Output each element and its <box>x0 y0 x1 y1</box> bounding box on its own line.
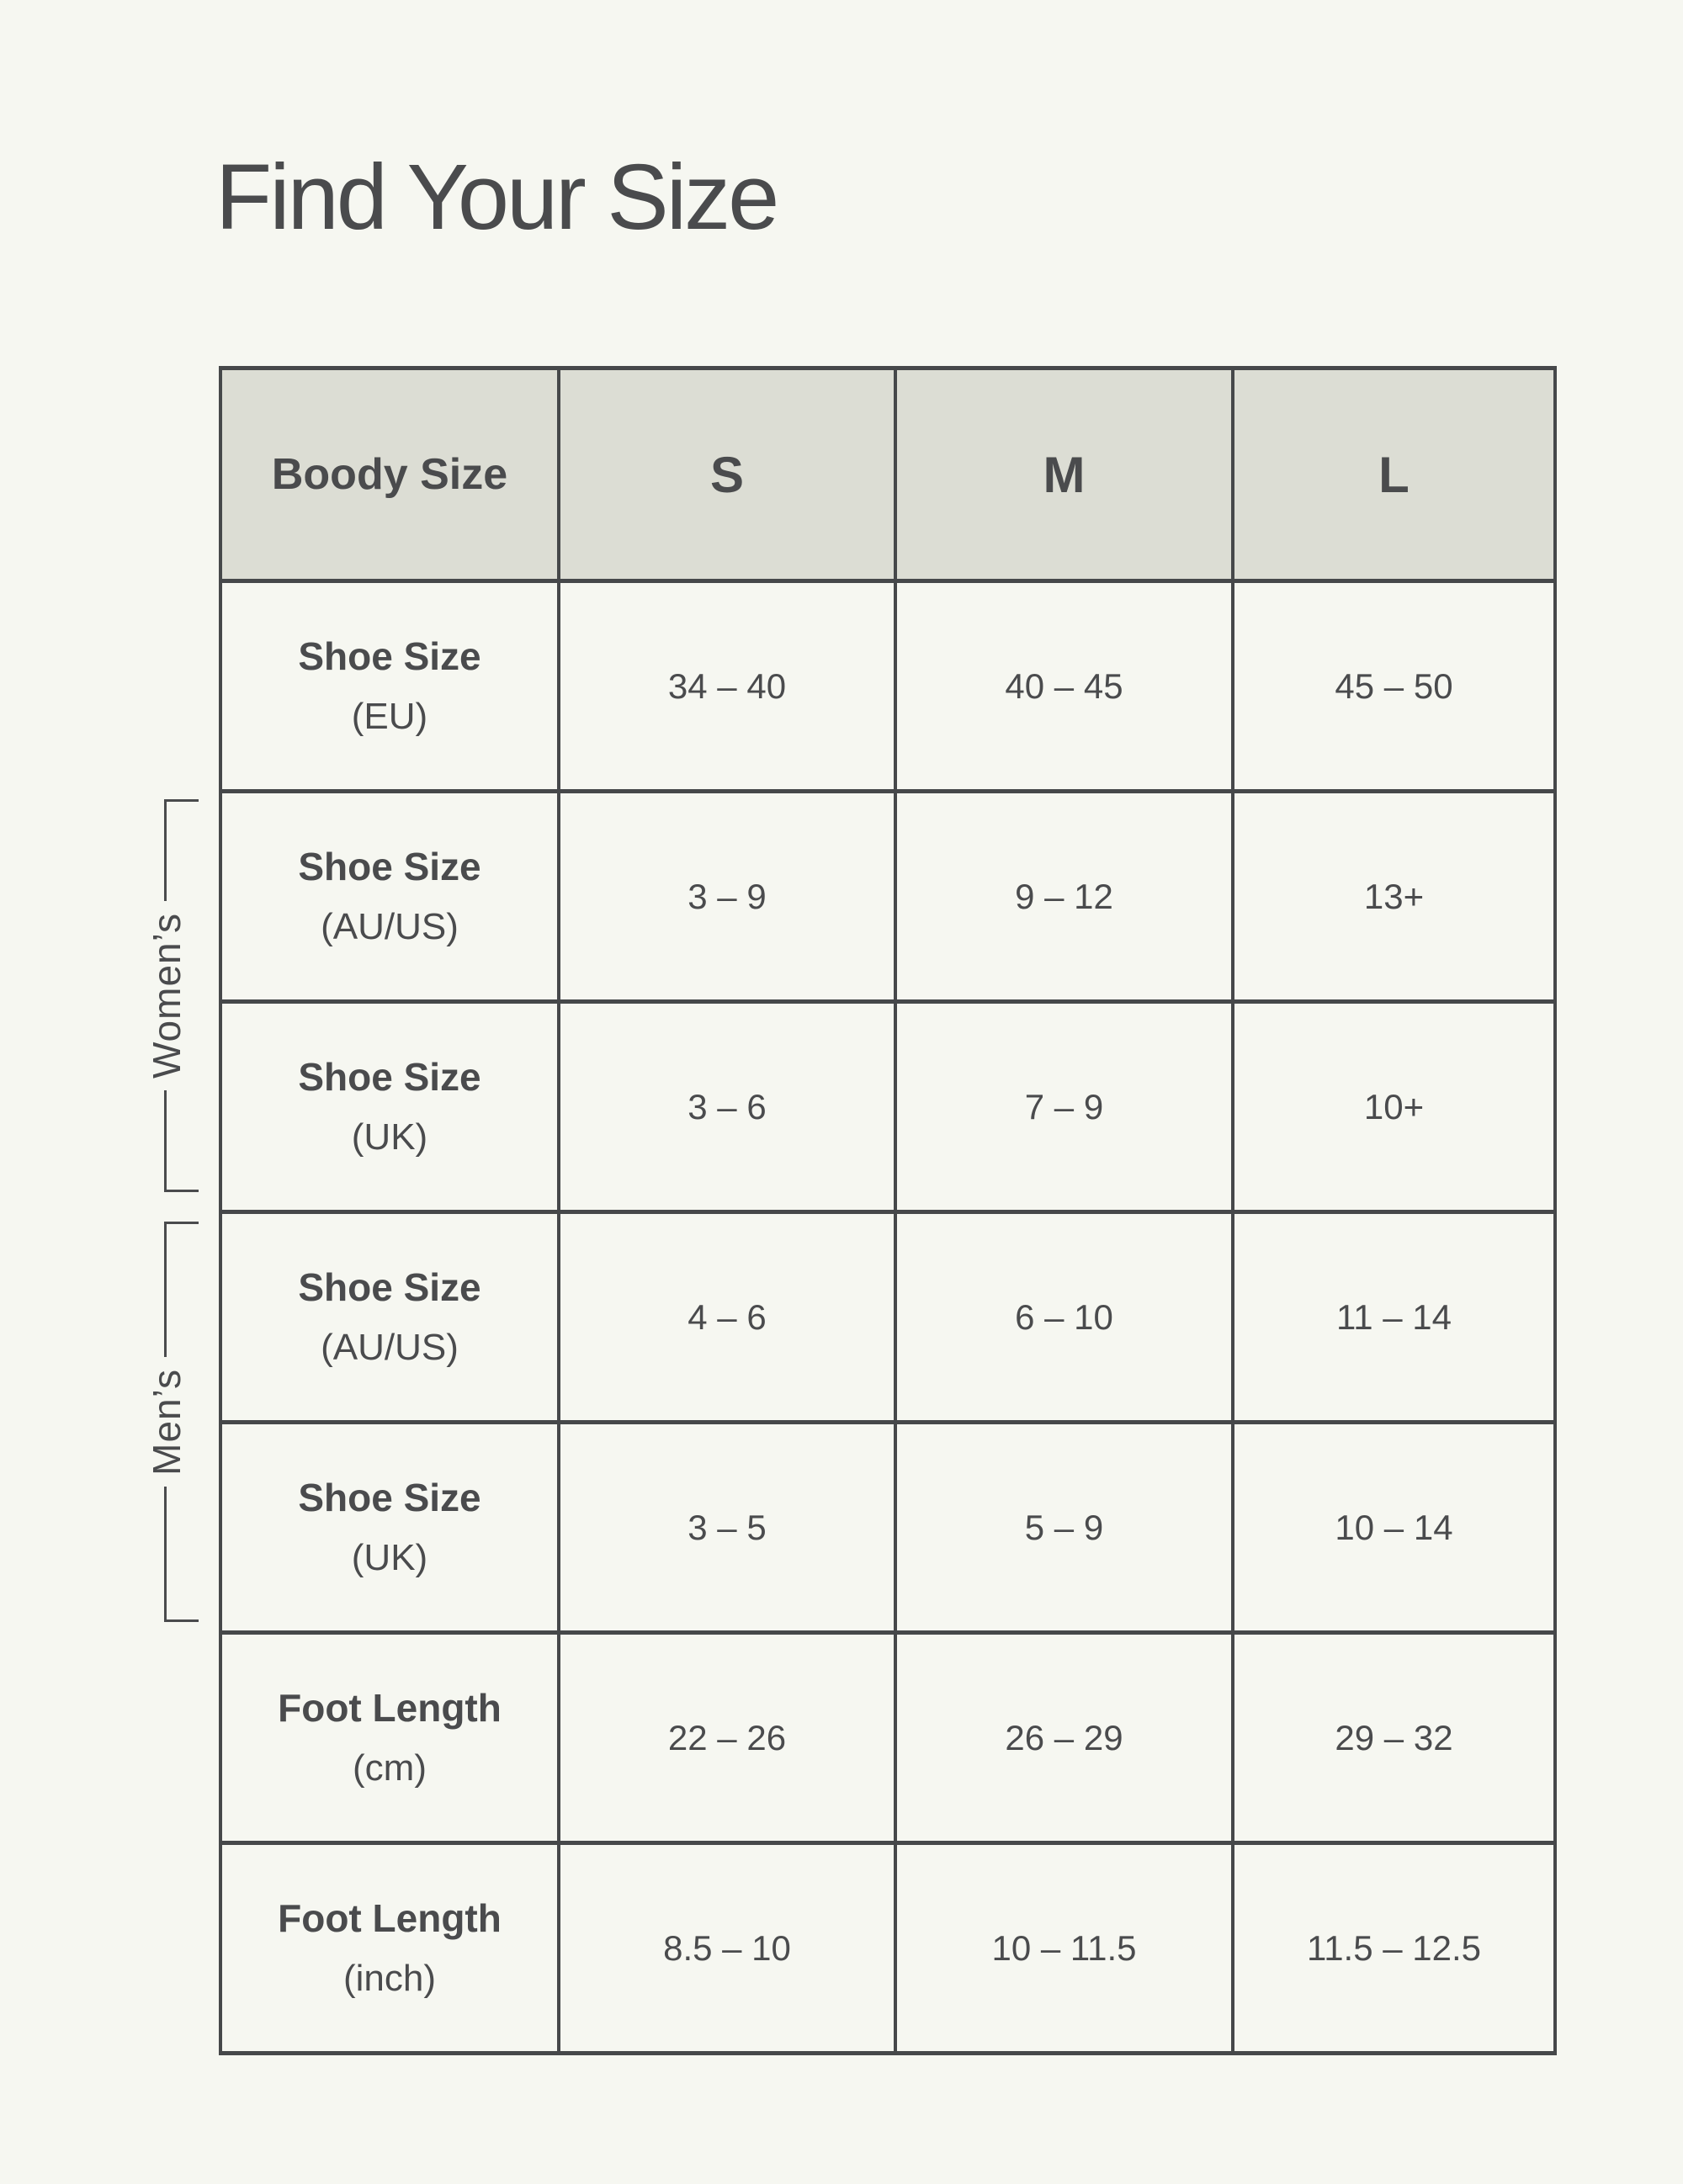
row-unit: (UK) <box>351 1536 428 1578</box>
size-value-cell: 29 – 32 <box>1231 1630 1557 1845</box>
size-value-cell: 10 – 11.5 <box>894 1841 1234 2055</box>
size-value-cell: 22 – 26 <box>557 1630 897 1845</box>
size-value-cell: 8.5 – 10 <box>557 1841 897 2055</box>
row-label: Shoe Size <box>298 845 481 888</box>
row-unit: (AU/US) <box>321 905 459 947</box>
table-row-womens-shoe-size-uk: Shoe Size (UK) 3 – 6 7 – 9 10+ <box>219 999 1557 1214</box>
table-row-foot-length-cm: Foot Length (cm) 22 – 26 26 – 29 29 – 32 <box>219 1630 1557 1845</box>
table-row-shoe-size-eu: Shoe Size (EU) 34 – 40 40 – 45 45 – 50 <box>219 579 1557 793</box>
row-unit: (inch) <box>342 1957 437 1999</box>
row-unit: (EU) <box>351 695 428 737</box>
row-label: Shoe Size <box>298 634 481 678</box>
row-label-cell: Foot Length (inch) <box>219 1841 560 2055</box>
row-label: Foot Length <box>278 1896 502 1940</box>
header-cell-boody-size: Boody Size <box>219 366 560 583</box>
size-value-cell: 26 – 29 <box>894 1630 1234 1845</box>
row-label: Shoe Size <box>298 1055 481 1099</box>
row-unit: (AU/US) <box>321 1326 459 1368</box>
table-row-womens-shoe-size-au-us: Shoe Size (AU/US) 3 – 9 9 – 12 13+ <box>219 789 1557 1004</box>
womens-bracket-top-arm <box>163 799 199 901</box>
size-value-cell: 3 – 6 <box>557 999 897 1214</box>
row-label-cell: Shoe Size (UK) <box>219 1420 560 1635</box>
row-unit: (cm) <box>353 1747 427 1789</box>
mens-bracket-label: Men’s <box>144 1368 188 1476</box>
mens-rows-bracket: Men’s <box>134 1222 199 1622</box>
size-value-cell: 5 – 9 <box>894 1420 1234 1635</box>
table-row-foot-length-inch: Foot Length (inch) 8.5 – 10 10 – 11.5 11… <box>219 1841 1557 2055</box>
table-row-mens-shoe-size-au-us: Shoe Size (AU/US) 4 – 6 6 – 10 11 – 14 <box>219 1210 1557 1424</box>
size-value-cell: 10+ <box>1231 999 1557 1214</box>
womens-bracket-bottom-arm <box>163 1090 199 1193</box>
size-value-cell: 9 – 12 <box>894 789 1234 1004</box>
size-value-cell: 11.5 – 12.5 <box>1231 1841 1557 2055</box>
size-value-cell: 6 – 10 <box>894 1210 1234 1424</box>
mens-bracket-top-arm <box>163 1222 199 1357</box>
size-value-cell: 13+ <box>1231 789 1557 1004</box>
size-chart-table: Boody Size S M L Shoe Size (EU) 34 – 40 … <box>219 366 1557 2055</box>
size-value-cell: 3 – 9 <box>557 789 897 1004</box>
row-label-cell: Shoe Size (AU/US) <box>219 1210 560 1424</box>
row-unit: (UK) <box>351 1116 428 1158</box>
size-value-cell: 3 – 5 <box>557 1420 897 1635</box>
header-row: Boody Size S M L <box>219 366 1557 583</box>
size-value-cell: 34 – 40 <box>557 579 897 793</box>
size-value-cell: 45 – 50 <box>1231 579 1557 793</box>
table-row-mens-shoe-size-uk: Shoe Size (UK) 3 – 5 5 – 9 10 – 14 <box>219 1420 1557 1635</box>
size-value-cell: 4 – 6 <box>557 1210 897 1424</box>
header-cell-size-m: M <box>894 366 1234 583</box>
size-value-cell: 40 – 45 <box>894 579 1234 793</box>
page-title: Find Your Size <box>215 146 779 249</box>
header-cell-size-s: S <box>557 366 897 583</box>
row-label-cell: Shoe Size (EU) <box>219 579 560 793</box>
row-label-cell: Foot Length (cm) <box>219 1630 560 1845</box>
womens-bracket-label: Women’s <box>144 912 188 1079</box>
mens-bracket-bottom-arm <box>163 1487 199 1622</box>
row-label: Shoe Size <box>298 1476 481 1519</box>
header-cell-size-l: L <box>1231 366 1557 583</box>
size-value-cell: 7 – 9 <box>894 999 1234 1214</box>
row-label-cell: Shoe Size (AU/US) <box>219 789 560 1004</box>
row-label: Shoe Size <box>298 1265 481 1309</box>
row-label: Foot Length <box>278 1686 502 1730</box>
size-value-cell: 10 – 14 <box>1231 1420 1557 1635</box>
womens-rows-bracket: Women’s <box>134 799 199 1193</box>
row-label-cell: Shoe Size (UK) <box>219 999 560 1214</box>
size-value-cell: 11 – 14 <box>1231 1210 1557 1424</box>
